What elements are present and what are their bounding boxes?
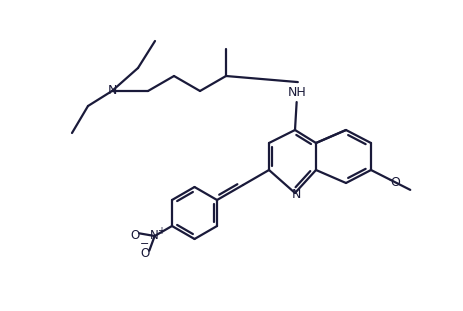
- Text: N: N: [107, 85, 116, 98]
- Text: NH: NH: [287, 86, 306, 99]
- Text: O: O: [130, 229, 139, 242]
- Text: O: O: [389, 176, 399, 189]
- Text: −: −: [140, 239, 149, 249]
- Text: N: N: [150, 230, 159, 243]
- Text: O: O: [140, 247, 149, 260]
- Text: +: +: [156, 226, 164, 236]
- Text: N: N: [291, 188, 300, 201]
